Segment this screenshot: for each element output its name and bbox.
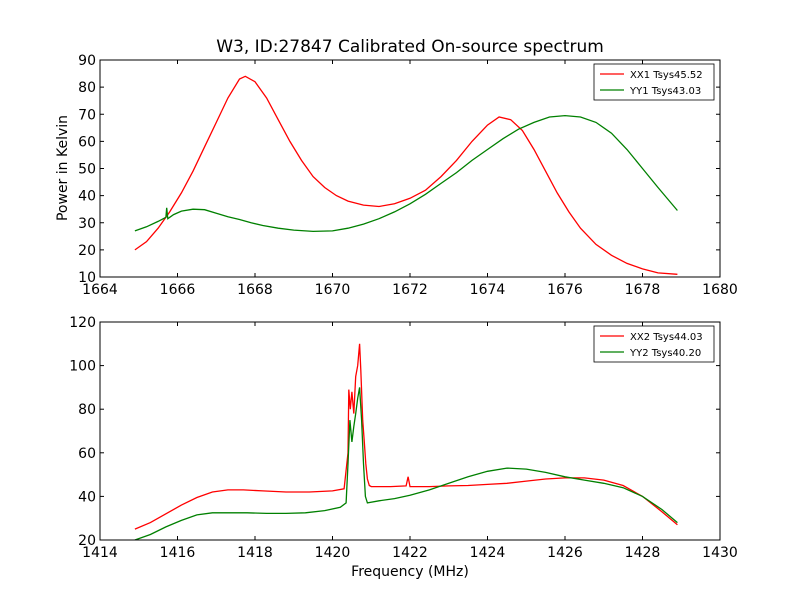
x-tick-label: 1668	[237, 282, 273, 298]
series-line-2-1	[134, 343, 678, 530]
chart-panels: 1664 1666 1668 1670 1672 1674 1676 1678 1680 10 20…	[69, 53, 738, 561]
series-line-1-2	[134, 114, 678, 233]
x-tick-label: 1422	[392, 545, 428, 561]
x-tick-label: 1428	[625, 545, 661, 561]
y-tick-label: 20	[78, 243, 96, 259]
x-tick-label: 1666	[160, 282, 196, 298]
legend-2: XX2 Tsys44.03 YY2 Tsys40.20	[593, 325, 715, 363]
y-tick-label: 120	[69, 315, 96, 331]
y-tick-label: 30	[78, 216, 96, 232]
y-tick-label: 90	[78, 53, 96, 69]
y-tick-label: 20	[78, 533, 96, 549]
x-tick-label: 1430	[702, 545, 738, 561]
series-line-2-2	[134, 387, 678, 540]
y-tick-label: 70	[78, 107, 96, 123]
x-tick-label: 1420	[315, 545, 351, 561]
figure-title: W3, ID:27847 Calibrated On-source spectr…	[216, 37, 604, 57]
x-tick-label: 1416	[160, 545, 196, 561]
x-tick-label: 1670	[315, 282, 351, 298]
y-axis-label: Power in Kelvin	[55, 115, 71, 221]
chart-panel-2: 1414 1416 1418 1420 1422 1424 1426 1428 1430 20 40…	[69, 315, 738, 561]
y-tick-label: 60	[78, 446, 96, 462]
x-tick-label: 1680	[702, 282, 738, 298]
legend-label: XX2 Tsys44.03	[630, 332, 703, 343]
legend-box	[593, 325, 715, 363]
x-tick-label: 1678	[625, 282, 661, 298]
legend-label: YY2 Tsys40.20	[629, 348, 701, 359]
x-tick-label: 1426	[547, 545, 583, 561]
y-tick-label: 50	[78, 162, 96, 178]
y-tick-label: 40	[78, 189, 96, 205]
y-tick-label: 10	[78, 270, 96, 286]
x-tick-label: 1672	[392, 282, 428, 298]
legend-label: YY1 Tsys43.03	[629, 86, 701, 97]
y-tick-label: 100	[69, 359, 96, 375]
y-tick-label: 60	[78, 134, 96, 150]
chart-panel-1: 1664 1666 1668 1670 1672 1674 1676 1678 1680 10 20…	[78, 53, 738, 298]
y-tick-label: 80	[78, 80, 96, 96]
x-tick-label: 1414	[82, 545, 118, 561]
x-axis-label: Frequency (MHz)	[351, 564, 469, 580]
x-tick-label: 1424	[470, 545, 506, 561]
legend-label: XX1 Tsys45.52	[630, 70, 703, 81]
x-tick-label: 1676	[547, 282, 583, 298]
series-line-1-1	[134, 75, 678, 275]
x-tick-label: 1418	[237, 545, 273, 561]
legend-box	[593, 63, 715, 101]
y-tick-label: 40	[78, 489, 96, 505]
x-tick-label: 1664	[82, 282, 118, 298]
y-tick-label: 80	[78, 402, 96, 418]
x-tick-label: 1674	[470, 282, 506, 298]
legend-1: XX1 Tsys45.52 YY1 Tsys43.03	[593, 63, 715, 101]
